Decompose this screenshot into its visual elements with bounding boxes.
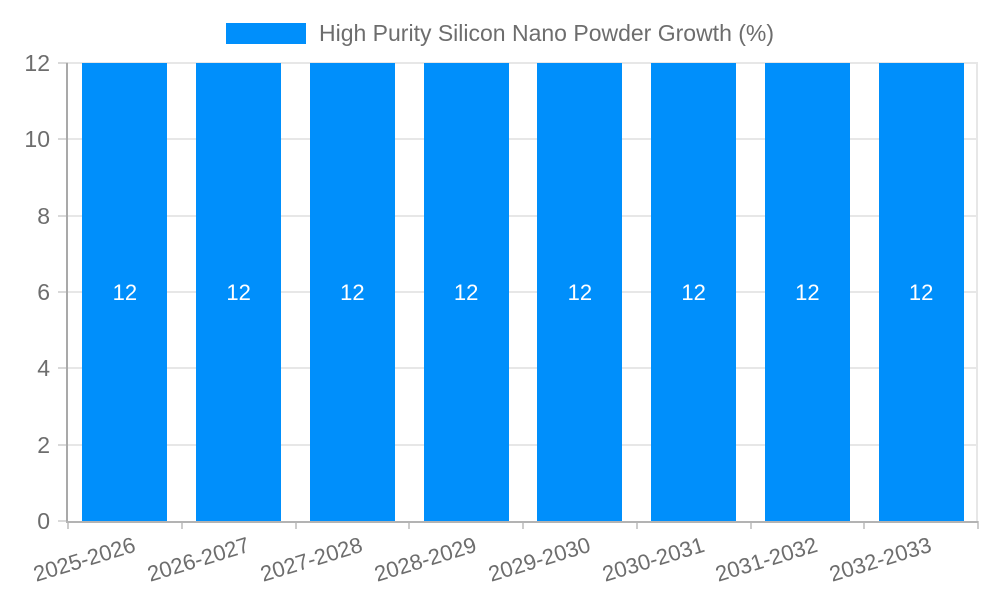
bar[interactable] xyxy=(82,63,168,521)
x-axis-label: 2030-2031 xyxy=(599,532,707,587)
x-axis-tick xyxy=(635,521,638,529)
bar[interactable] xyxy=(423,63,509,521)
legend-swatch xyxy=(225,22,306,44)
legend[interactable]: High Purity Silicon Nano Powder Growth (… xyxy=(0,20,1000,46)
y-axis-label: 12 xyxy=(24,50,50,76)
y-axis-label: 2 xyxy=(37,431,50,458)
bar[interactable] xyxy=(651,63,737,521)
x-axis-tick xyxy=(180,521,183,529)
y-axis-label: 4 xyxy=(37,355,50,382)
y-axis-tick xyxy=(58,367,68,370)
x-axis-label: 2025-2026 xyxy=(30,532,139,587)
y-axis-tick xyxy=(58,443,68,446)
bar[interactable] xyxy=(764,63,850,521)
gridline xyxy=(68,214,978,217)
y-axis-tick xyxy=(58,520,68,522)
x-axis-label: 2032-2033 xyxy=(826,532,935,587)
x-axis-tick xyxy=(408,521,411,529)
x-axis-tick xyxy=(977,521,979,529)
x-axis-tick xyxy=(67,521,69,529)
x-axis-tick xyxy=(522,521,524,529)
x-axis-label: 2029-2030 xyxy=(485,532,594,587)
bar[interactable] xyxy=(196,63,282,521)
y-axis-label: 8 xyxy=(37,202,50,229)
y-axis-tick xyxy=(58,62,68,64)
x-axis-line xyxy=(66,521,978,523)
x-axis-label: 2028-2029 xyxy=(371,532,480,587)
legend-series-label: High Purity Silicon Nano Powder Growth (… xyxy=(318,19,775,46)
gridline xyxy=(68,138,978,141)
x-axis-label: 2031-2032 xyxy=(712,532,821,587)
gridline xyxy=(68,443,978,446)
y-axis-label: 6 xyxy=(37,279,50,305)
x-axis-tick xyxy=(294,521,297,529)
bar[interactable] xyxy=(537,63,623,521)
x-axis-label: 2027-2028 xyxy=(257,532,366,587)
bar[interactable] xyxy=(878,63,964,521)
y-axis-label: 10 xyxy=(24,126,50,153)
bar[interactable] xyxy=(309,63,395,521)
y-axis-tick xyxy=(58,214,68,217)
x-axis-label: 2026-2027 xyxy=(144,532,252,587)
gridline xyxy=(68,62,978,64)
plot-right-border xyxy=(976,63,978,521)
y-axis-tick xyxy=(58,291,68,293)
x-axis-tick xyxy=(863,521,866,529)
y-axis-tick xyxy=(58,138,68,141)
gridline xyxy=(68,367,978,370)
y-axis-label: 0 xyxy=(37,508,50,534)
y-axis-line xyxy=(66,63,68,523)
x-axis-tick xyxy=(749,521,752,529)
gridline xyxy=(68,291,978,293)
